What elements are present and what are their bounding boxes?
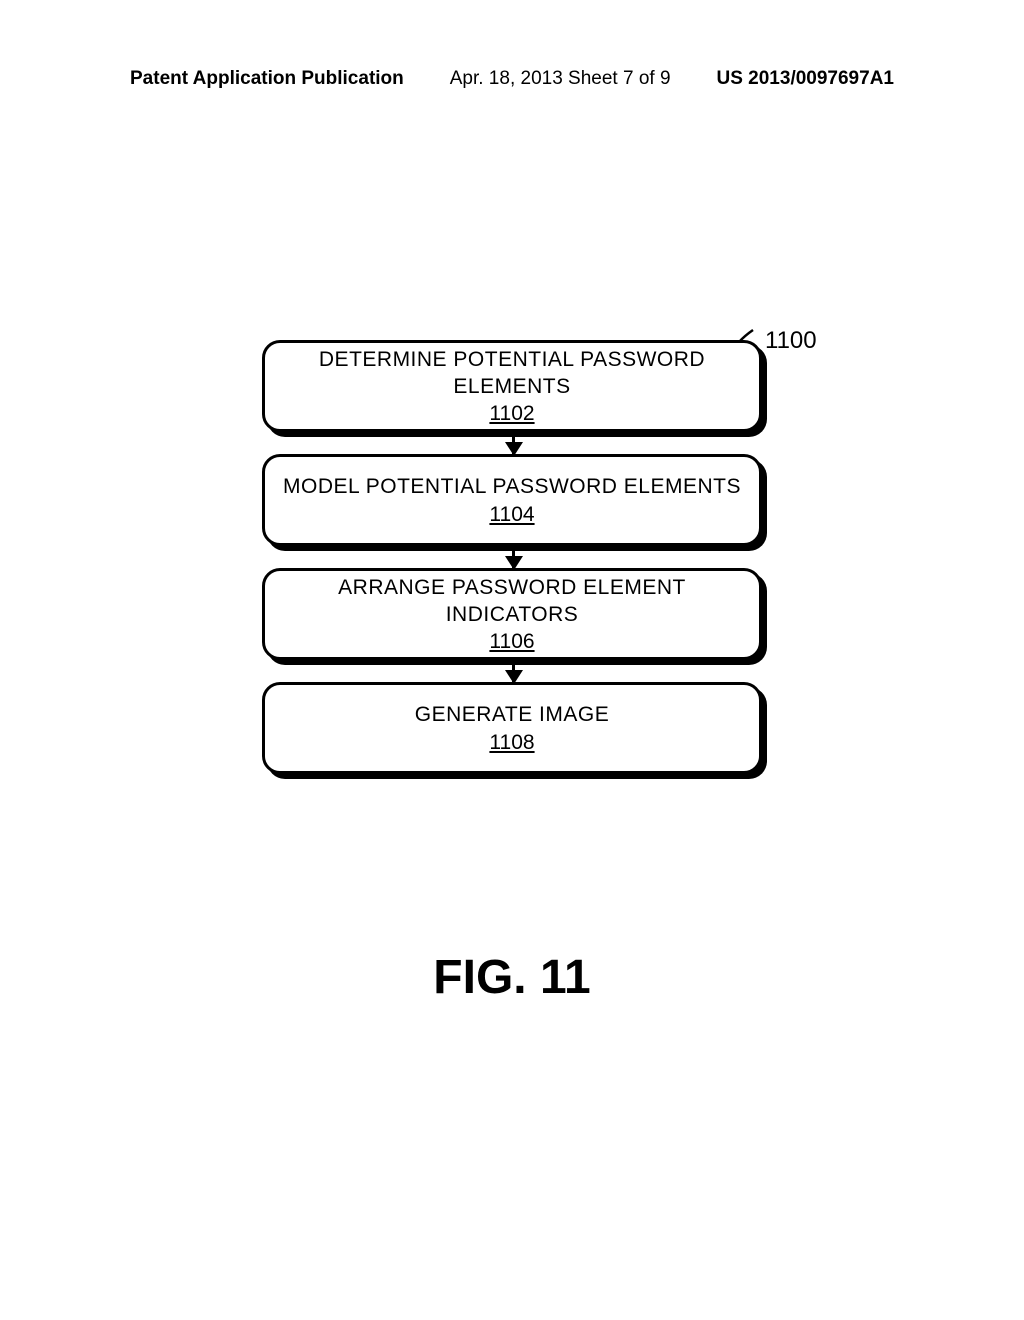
flowchart-arrow xyxy=(512,546,515,568)
reference-number: 1100 xyxy=(765,327,817,355)
box-number: 1106 xyxy=(489,630,534,654)
header-date-sheet: Apr. 18, 2013 Sheet 7 of 9 xyxy=(450,68,671,90)
flowchart-box: MODEL POTENTIAL PASSWORD ELEMENTS 1104 xyxy=(262,454,762,546)
box-content: ARRANGE PASSWORD ELEMENT INDICATORS 1106 xyxy=(262,568,762,660)
box-title: ARRANGE PASSWORD ELEMENT INDICATORS xyxy=(275,574,749,629)
box-number: 1108 xyxy=(489,731,534,755)
box-title: GENERATE IMAGE xyxy=(415,701,609,728)
box-title: MODEL POTENTIAL PASSWORD ELEMENTS xyxy=(283,473,741,500)
figure-label: FIG. 11 xyxy=(433,950,590,1005)
flowchart-box: DETERMINE POTENTIAL PASSWORD ELEMENTS 11… xyxy=(262,340,762,432)
flowchart-box: GENERATE IMAGE 1108 xyxy=(262,682,762,774)
header-patent-number: US 2013/0097697A1 xyxy=(717,68,894,90)
header-publication: Patent Application Publication xyxy=(130,68,404,90)
flowchart-container: DETERMINE POTENTIAL PASSWORD ELEMENTS 11… xyxy=(262,340,762,774)
flowchart-arrow xyxy=(512,432,515,454)
box-number: 1104 xyxy=(489,503,534,527)
box-title: DETERMINE POTENTIAL PASSWORD ELEMENTS xyxy=(275,346,749,401)
page-header: Patent Application Publication Apr. 18, … xyxy=(0,68,1024,90)
box-content: MODEL POTENTIAL PASSWORD ELEMENTS 1104 xyxy=(262,454,762,546)
flowchart-arrow xyxy=(512,660,515,682)
box-content: DETERMINE POTENTIAL PASSWORD ELEMENTS 11… xyxy=(262,340,762,432)
flowchart-box: ARRANGE PASSWORD ELEMENT INDICATORS 1106 xyxy=(262,568,762,660)
box-number: 1102 xyxy=(489,402,534,426)
box-content: GENERATE IMAGE 1108 xyxy=(262,682,762,774)
